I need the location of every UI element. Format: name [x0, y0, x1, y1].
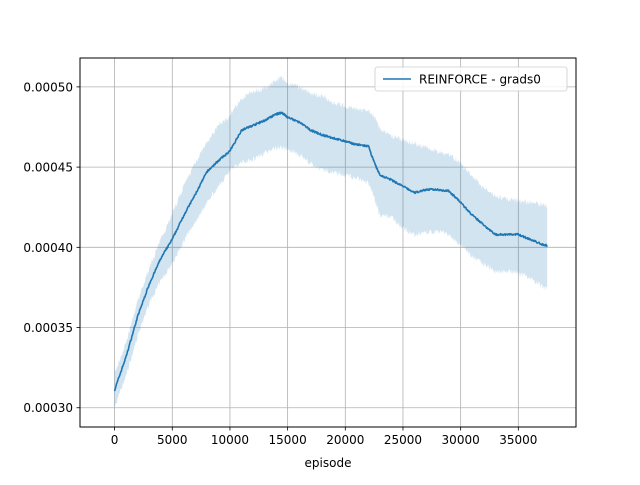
x-tick-label: 5000: [157, 433, 188, 447]
data-point: [183, 215, 184, 216]
x-axis-label: episode: [305, 456, 352, 470]
series-lines: [113, 111, 548, 392]
data-point: [195, 194, 196, 195]
y-tick-label: 0.00035: [23, 321, 73, 335]
confidence-band: [114, 75, 548, 409]
data-point: [206, 171, 207, 172]
data-point: [402, 186, 403, 187]
data-point: [547, 245, 548, 246]
x-tick-label: 30000: [442, 433, 480, 447]
data-point: [391, 179, 392, 180]
data-point: [541, 244, 542, 245]
data-point: [218, 160, 219, 161]
data-point: [252, 125, 253, 126]
x-axis-ticks: 0 5000 10000 15000 20000 25000 30000 35000: [111, 427, 537, 447]
grid-lines: [80, 58, 576, 427]
data-point: [333, 138, 334, 139]
data-point: [414, 192, 415, 193]
series-band: [114, 75, 548, 409]
data-point: [275, 114, 276, 115]
data-point: [137, 316, 138, 317]
series-line: [113, 111, 548, 392]
data-point: [437, 189, 438, 190]
data-point: [114, 390, 115, 391]
x-tick-label: 10000: [211, 433, 249, 447]
x-tick-label: 15000: [269, 433, 307, 447]
data-point: [322, 134, 323, 135]
data-point: [425, 189, 426, 190]
data-point: [264, 120, 265, 121]
plot-frame: [79, 57, 577, 428]
legend: REINFORCE - grads0: [374, 66, 568, 92]
y-tick-label: 0.00030: [23, 401, 73, 415]
data-point: [495, 234, 496, 235]
data-point: [483, 224, 484, 225]
data-point: [241, 130, 242, 131]
y-axis-ticks: 0.00030 0.00035 0.00040 0.00045 0.00050: [23, 80, 80, 415]
legend-box: [374, 66, 568, 92]
data-point: [299, 122, 300, 123]
y-tick-label: 0.00040: [23, 241, 73, 255]
data-point: [529, 239, 530, 240]
data-point: [160, 258, 161, 259]
x-tick-label: 25000: [384, 433, 422, 447]
data-point: [345, 141, 346, 142]
y-tick-label: 0.00045: [23, 161, 73, 175]
x-tick-label: 20000: [326, 433, 364, 447]
data-point: [374, 162, 375, 163]
data-point: [126, 356, 127, 357]
data-point: [149, 284, 150, 285]
y-tick-label: 0.00050: [23, 80, 73, 94]
data-point: [449, 191, 450, 192]
data-point: [356, 144, 357, 145]
legend-label: REINFORCE - grads0: [419, 73, 541, 87]
x-tick-label: 35000: [499, 433, 537, 447]
data-point: [518, 234, 519, 235]
data-point: [281, 112, 282, 113]
data-point: [472, 215, 473, 216]
x-tick-label: 0: [111, 433, 119, 447]
data-point: [172, 239, 173, 240]
data-point: [310, 130, 311, 131]
data-point: [229, 150, 230, 151]
data-point: [379, 175, 380, 176]
data-point: [368, 146, 369, 147]
data-point: [506, 234, 507, 235]
data-point: [287, 117, 288, 118]
data-point: [460, 202, 461, 203]
